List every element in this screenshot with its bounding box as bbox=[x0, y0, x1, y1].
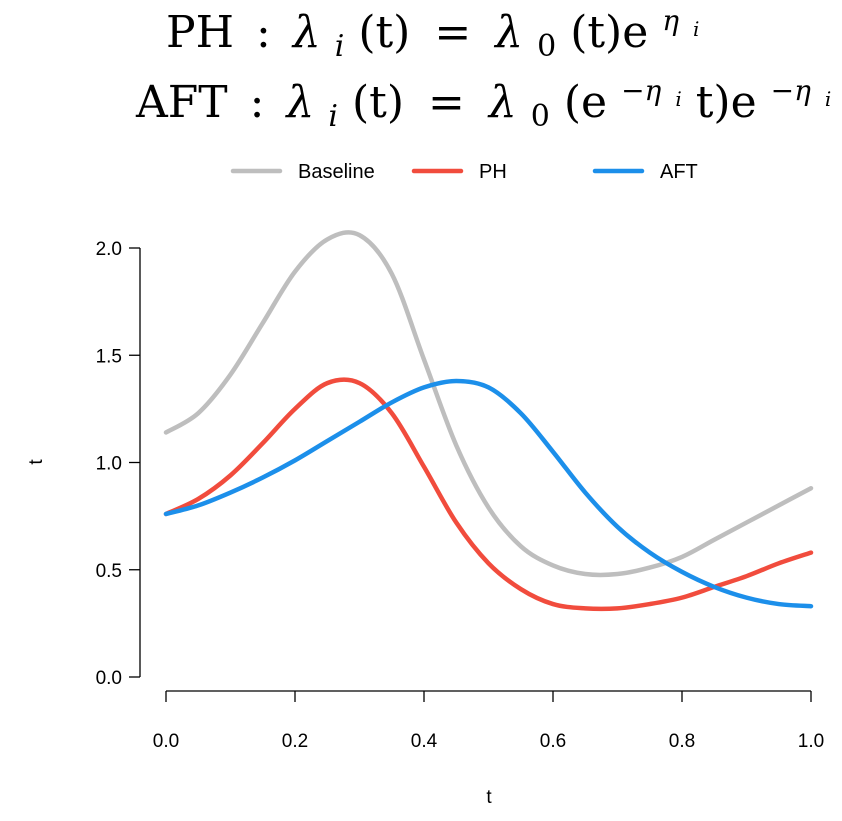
legend-label-aft: AFT bbox=[660, 161, 698, 183]
x-axis: 0.0 0.2 0.4 0.6 0.8 1.0 bbox=[153, 690, 824, 752]
series-line-ph bbox=[163, 377, 814, 612]
formula-aft-inner-exp-sub: i bbox=[675, 87, 681, 111]
x-tick-label: 0.4 bbox=[411, 731, 438, 752]
formula-aft-arg: (t) bbox=[352, 77, 404, 128]
svg-text:AFT : λ i: AFT : λ i (t) = λ 0 (e −η i t)e −η i bbox=[135, 60, 831, 137]
x-tick-label: 1.0 bbox=[798, 731, 824, 752]
formula-aft: AFT : λ i (t) = λ 0 (e −η i t)e −η i bbox=[135, 60, 831, 137]
formula-aft-inner-exp: −η bbox=[621, 74, 661, 107]
formula-aft-lhs-sub: i bbox=[328, 99, 338, 134]
formula-aft-exp-sub: i bbox=[825, 87, 831, 111]
legend-label-baseline: Baseline bbox=[298, 161, 375, 183]
formula-aft-exp: −η bbox=[771, 74, 811, 107]
x-axis-title: t bbox=[486, 787, 492, 808]
formula-ph-rhs-sub: 0 bbox=[537, 29, 556, 64]
formula-aft-rhs-open: (e bbox=[564, 77, 607, 128]
formula-aft-equals: = bbox=[428, 77, 465, 128]
formula-ph-equals: = bbox=[434, 7, 471, 58]
formula-ph-arg: (t) bbox=[358, 7, 410, 58]
formula-ph-lhs: λ bbox=[291, 7, 321, 58]
formula-ph-rhs-arg: (t)e bbox=[570, 7, 648, 58]
formula-ph-exp: η bbox=[662, 4, 679, 37]
y-axis: 0.0 0.5 1.0 1.5 2.0 bbox=[96, 239, 141, 689]
legend: Baseline PH AFT bbox=[230, 161, 698, 183]
x-tick-label: 0.0 bbox=[153, 731, 179, 752]
series-line-aft bbox=[163, 378, 814, 609]
svg-text:PH : λ i: PH : λ i (t) = λ 0 (t)e η i bbox=[166, 0, 699, 67]
formula-ph-model: PH bbox=[166, 7, 234, 58]
formula-ph-colon: : bbox=[256, 7, 271, 58]
formula-aft-lhs: λ bbox=[284, 77, 314, 128]
x-tick-label: 0.6 bbox=[540, 731, 566, 752]
x-tick-label: 0.2 bbox=[282, 731, 308, 752]
formula-aft-colon: : bbox=[250, 77, 265, 128]
formula-ph: PH : λ i (t) = λ 0 (t)e η i bbox=[166, 0, 699, 67]
legend-label-ph: PH bbox=[479, 161, 507, 183]
formula-aft-model: AFT bbox=[135, 77, 228, 128]
y-tick-label: 0.0 bbox=[96, 668, 122, 689]
y-tick-label: 1.5 bbox=[96, 346, 122, 367]
formula-ph-exp-sub: i bbox=[693, 17, 699, 41]
formula-aft-rhs-close: t)e bbox=[696, 77, 757, 128]
y-axis-title: t bbox=[26, 459, 47, 465]
plot-area bbox=[163, 230, 814, 612]
series-line-baseline bbox=[163, 230, 814, 578]
y-tick-label: 0.5 bbox=[96, 561, 122, 582]
y-tick-label: 1.0 bbox=[96, 454, 122, 475]
formula-ph-rhs: λ bbox=[493, 7, 523, 58]
formula-ph-lhs-sub: i bbox=[335, 29, 345, 64]
formula-aft-rhs: λ bbox=[487, 77, 517, 128]
x-tick-label: 0.8 bbox=[669, 731, 695, 752]
formula-aft-rhs-sub: 0 bbox=[531, 99, 550, 134]
y-tick-label: 2.0 bbox=[96, 239, 122, 260]
